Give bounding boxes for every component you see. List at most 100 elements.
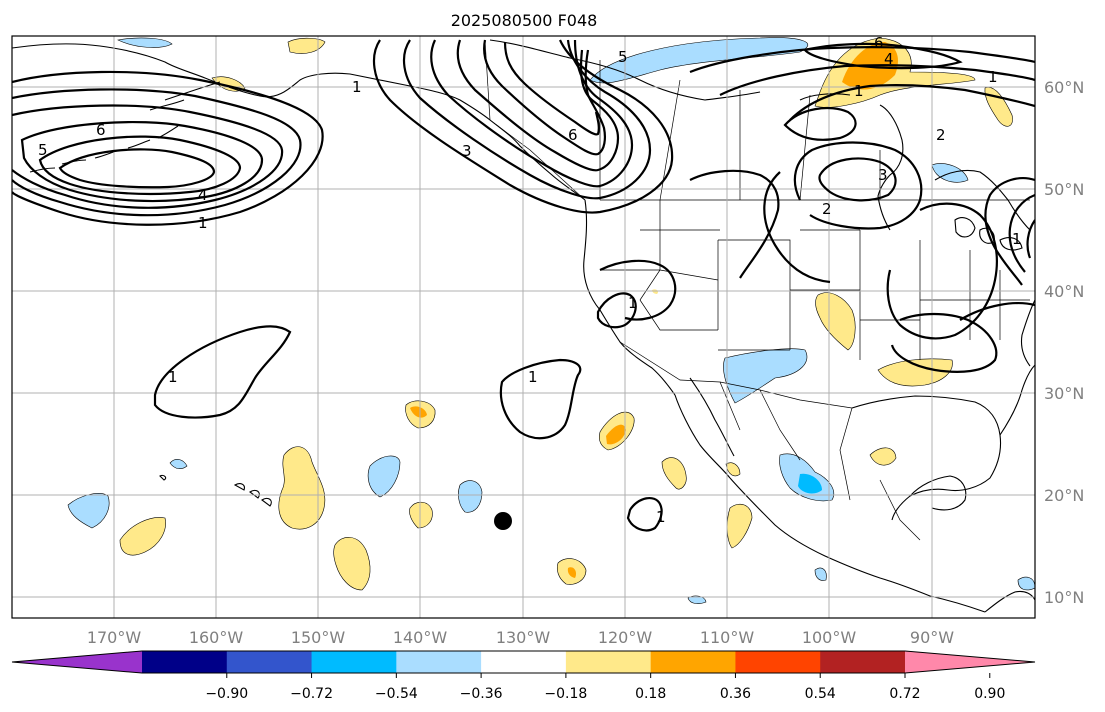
svg-text:5: 5 [38, 141, 48, 159]
central-america [984, 590, 1035, 613]
us-mexico-border [619, 341, 853, 409]
hawaiian-islands [159, 474, 272, 507]
svg-text:3: 3 [462, 142, 472, 160]
mexico-states [719, 381, 921, 541]
colorbar-tick-label: −0.36 [460, 686, 503, 702]
mexico-pacific-contour [626, 496, 663, 532]
florida [999, 364, 1035, 436]
svg-text:110°W: 110°W [700, 628, 755, 647]
alaska-coast [12, 43, 586, 201]
svg-text:1: 1 [528, 368, 538, 386]
svg-text:6: 6 [568, 126, 578, 144]
svg-text:10°N: 10°N [1044, 588, 1084, 607]
baja-california [674, 377, 735, 479]
gulf-of-mexico [851, 395, 1002, 521]
neg-anomaly-small-3 [1017, 576, 1035, 591]
svg-text:90°W: 90°W [910, 628, 954, 647]
colorbar-tick-label: 0.54 [805, 686, 836, 702]
svg-text:2: 2 [822, 200, 832, 218]
great-lakes-contours [689, 169, 1035, 373]
colorbar-extend-high [905, 651, 1035, 673]
gulf-alaska-contours [373, 39, 674, 214]
colorbar-tick-label: −0.18 [544, 686, 587, 702]
contours [12, 39, 1035, 532]
svg-text:140°W: 140°W [393, 628, 448, 647]
pos-anomaly-texas [815, 292, 856, 351]
pos-anomaly-gulf-small [869, 447, 897, 466]
colorbar-segment [735, 651, 821, 673]
colorbar-outline [11, 650, 1036, 674]
alaska-peninsula [149, 81, 221, 111]
latitude-labels: 60°N 50°N 40°N 30°N 20°N 10°N [1044, 78, 1084, 607]
svg-text:20°N: 20°N [1044, 486, 1084, 505]
colorbar-segment [650, 651, 736, 673]
neg-anomaly-bering [117, 37, 173, 48]
svg-text:1: 1 [352, 78, 362, 96]
pos-anomaly-nfl [984, 87, 1013, 127]
southwest-contour [599, 259, 677, 321]
pos-anomaly-hawaii-sw [119, 517, 166, 556]
map-frame [11, 35, 1036, 619]
svg-text:2: 2 [936, 126, 946, 144]
svg-text:1: 1 [854, 82, 864, 100]
pos-anomaly-gulf [877, 358, 953, 387]
svg-text:170°W: 170°W [87, 628, 142, 647]
colorbar-segment [820, 651, 906, 673]
state-borders [600, 200, 1030, 360]
yucatan [909, 475, 967, 511]
colorbar: −0.90 −0.72 −0.54 −0.36 −0.18 0.18 0.36 0.54 0.7… [11, 650, 1036, 702]
east-canada-contours [689, 42, 1035, 230]
borders [484, 39, 1030, 541]
hudson-bay [799, 93, 904, 231]
pos-anomaly-mex-3 [726, 503, 753, 549]
aleutian-contours [12, 70, 324, 226]
pos-anomaly-south-2-core [567, 567, 577, 578]
colorbar-segment [565, 651, 652, 673]
neg-anomaly-small-2 [687, 595, 707, 604]
svg-text:50°N: 50°N [1044, 180, 1084, 199]
pos-anomaly-mex-2 [725, 462, 741, 477]
us-east-coast [1020, 299, 1035, 367]
neg-anomaly-central-1 [367, 455, 401, 498]
map-title: 2025080500 F048 [451, 11, 598, 30]
neg-anomaly-small-1 [814, 567, 827, 581]
colorbar-segment [226, 651, 313, 673]
coastlines [12, 39, 1035, 613]
canada-coast [489, 39, 761, 101]
neg-anomaly-hawaii-w [67, 493, 110, 529]
svg-text:5: 5 [618, 48, 628, 66]
mexico-pacific-coast [729, 477, 986, 613]
svg-text:130°W: 130°W [496, 628, 551, 647]
pacific-east-contour [499, 358, 582, 440]
pos-anomaly-south [333, 537, 371, 591]
svg-text:4: 4 [198, 186, 208, 204]
pacific-center-contour [153, 325, 292, 419]
svg-text:40°N: 40°N [1044, 282, 1084, 301]
colorbar-segment [396, 651, 482, 673]
colorbar-tick-label: −0.72 [290, 686, 333, 702]
svg-text:160°W: 160°W [189, 628, 244, 647]
us-west-coast [583, 199, 676, 396]
svg-text:4: 4 [884, 50, 894, 68]
neg-anomaly-central-2 [458, 480, 483, 513]
svg-text:60°N: 60°N [1044, 78, 1084, 97]
colorbar-tick-label: −0.90 [205, 686, 248, 702]
svg-text:1: 1 [988, 68, 998, 86]
svg-text:1: 1 [198, 214, 208, 232]
svg-text:1: 1 [168, 368, 178, 386]
neg-anomaly-hawaii-n [169, 458, 188, 469]
pos-anomaly-mex-1 [661, 457, 687, 490]
pos-anomaly-baja-core [606, 424, 626, 445]
colorbar-extend-low [12, 651, 142, 673]
colorbar-tick-label: 0.72 [889, 686, 920, 702]
svg-text:30°N: 30°N [1044, 384, 1084, 403]
map-area: 5 6 4 1 1 3 5 6 1 1 1 1 6 4 1 1 2 3 2 1 [12, 36, 1035, 618]
baja-contour [596, 292, 637, 329]
anomaly-fields [67, 37, 1035, 604]
pos-anomaly-small [652, 289, 659, 294]
pos-anomaly-top [287, 37, 326, 54]
svg-text:1: 1 [656, 508, 666, 526]
colorbar-tick-label: 0.90 [974, 686, 1005, 702]
pos-anomaly-hawaii [278, 446, 326, 530]
svg-text:6: 6 [96, 121, 106, 139]
